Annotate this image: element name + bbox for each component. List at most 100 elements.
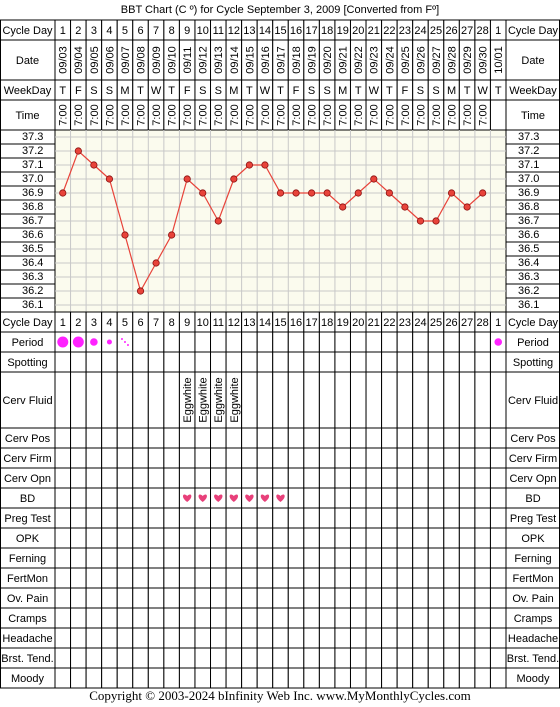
cell xyxy=(396,447,414,469)
cell xyxy=(412,331,429,353)
cycle-day: 12 xyxy=(228,25,240,37)
cell xyxy=(85,587,103,609)
cell xyxy=(303,487,320,509)
cycle-day: 8 xyxy=(169,317,175,329)
date: 09/23 xyxy=(369,46,381,74)
row-label: Spotting xyxy=(7,357,47,369)
cell xyxy=(132,371,149,429)
cell xyxy=(396,527,414,549)
cell xyxy=(194,351,212,373)
cell xyxy=(54,507,72,529)
cell xyxy=(381,427,398,449)
date: 09/15 xyxy=(244,46,256,74)
temp-point xyxy=(432,217,440,225)
temp-point xyxy=(276,189,285,197)
date: 09/08 xyxy=(135,46,147,74)
row-label: WeekDay xyxy=(509,85,557,97)
cell xyxy=(287,607,305,629)
cell xyxy=(458,427,476,449)
cell xyxy=(241,351,258,373)
cell xyxy=(396,371,414,429)
cerv-fluid: Eggwhite xyxy=(198,377,210,422)
cell xyxy=(458,447,476,469)
cell xyxy=(427,567,445,589)
cell xyxy=(101,527,118,549)
cycle-day: 20 xyxy=(352,317,364,329)
cell xyxy=(489,507,507,529)
cell xyxy=(287,447,305,469)
cell xyxy=(381,487,398,509)
cell xyxy=(349,647,367,669)
cell xyxy=(427,547,445,569)
cell xyxy=(287,371,305,429)
cycle-day: 3 xyxy=(91,317,97,329)
cycle-day: 15 xyxy=(274,25,286,37)
cell xyxy=(349,667,367,689)
spotting-dot xyxy=(120,338,123,340)
y-tick-label: 36.3 xyxy=(22,271,43,283)
cell xyxy=(194,627,212,649)
weekday: S xyxy=(417,85,424,97)
cell xyxy=(303,527,320,549)
y-tick-label: 36.3 xyxy=(518,271,539,283)
row-label: Headache xyxy=(2,633,52,645)
cell xyxy=(272,371,289,429)
cell xyxy=(178,527,196,549)
row-label: Time xyxy=(15,110,39,122)
cell xyxy=(412,467,429,489)
weekday: M xyxy=(229,85,238,97)
cell xyxy=(443,371,460,429)
cell xyxy=(178,647,196,669)
cycle-day: 4 xyxy=(106,25,112,37)
cell xyxy=(489,371,507,429)
time: 7:00 xyxy=(104,104,116,125)
time: 7:00 xyxy=(73,104,85,125)
cell xyxy=(318,427,336,449)
cell xyxy=(256,547,274,569)
cell xyxy=(132,647,149,669)
row-label: Cerv Firm xyxy=(509,453,557,465)
cell xyxy=(85,527,103,549)
cell xyxy=(349,487,367,509)
cell xyxy=(349,627,367,649)
cell xyxy=(489,567,507,589)
cell xyxy=(489,627,507,649)
date: 09/07 xyxy=(120,46,132,74)
cell xyxy=(54,351,72,373)
cycle-day: 2 xyxy=(75,25,81,37)
cell xyxy=(272,607,289,629)
y-tick-label: 36.4 xyxy=(22,257,43,269)
cell xyxy=(427,467,445,489)
cell xyxy=(210,607,227,629)
cell xyxy=(272,587,289,609)
temp-point xyxy=(105,175,114,183)
cell xyxy=(489,547,507,569)
cell xyxy=(396,507,414,529)
cell xyxy=(85,351,103,373)
cell xyxy=(318,647,336,669)
spotting-dot xyxy=(123,341,126,343)
cell xyxy=(132,427,149,449)
cell xyxy=(396,487,414,509)
cell xyxy=(396,587,414,609)
cell xyxy=(365,487,383,509)
cycle-day: 5 xyxy=(122,317,128,329)
temp-point xyxy=(230,175,238,183)
date: 09/12 xyxy=(198,46,210,74)
period-dot xyxy=(72,336,84,348)
cell xyxy=(303,331,320,353)
row-label: OPK xyxy=(521,533,545,545)
row-label: Cerv Pos xyxy=(510,433,556,445)
cell xyxy=(381,647,398,669)
cell xyxy=(147,447,165,469)
cell xyxy=(396,627,414,649)
cell xyxy=(349,507,367,529)
cell xyxy=(458,487,476,509)
spotting-dot xyxy=(126,344,129,346)
y-tick-label: 37.2 xyxy=(22,145,43,157)
date: 09/19 xyxy=(307,46,319,74)
cell xyxy=(334,567,351,589)
cell xyxy=(210,331,227,353)
time: 7:00 xyxy=(462,104,474,125)
weekday: F xyxy=(75,85,82,97)
